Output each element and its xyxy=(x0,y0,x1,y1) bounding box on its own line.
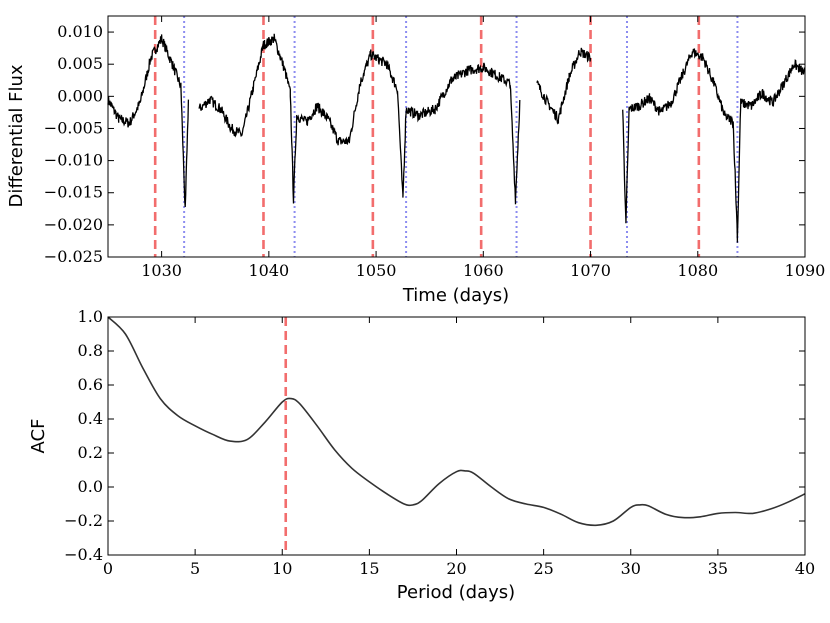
y-tick-label-7: −0.025 xyxy=(44,247,103,266)
x-tick-label-7: 35 xyxy=(708,559,728,578)
x-tick-label-3: 1060 xyxy=(463,261,504,280)
light-curve-reference-lines xyxy=(153,16,739,257)
x-tick-label-2: 1050 xyxy=(356,261,397,280)
light-curve-x-axis-title: Time (days) xyxy=(402,285,509,306)
x-tick-label-8: 40 xyxy=(795,559,815,578)
x-tick-label-0: 0 xyxy=(103,559,113,578)
y-tick-label-5: 0.0 xyxy=(78,477,103,496)
x-tick-label-0: 1030 xyxy=(141,261,182,280)
x-tick-label-1: 5 xyxy=(190,559,200,578)
y-tick-label-3: −0.005 xyxy=(44,118,103,137)
acf-x-axis-title: Period (days) xyxy=(397,582,515,603)
y-tick-label-7: −0.4 xyxy=(64,545,103,564)
y-tick-label-6: −0.2 xyxy=(64,511,103,530)
x-tick-label-4: 20 xyxy=(446,559,466,578)
acf-curve xyxy=(107,316,806,527)
y-tick-label-5: −0.015 xyxy=(44,183,103,202)
light-curve-plot-frame xyxy=(107,15,806,258)
acf-plot-frame xyxy=(107,316,806,556)
y-tick-label-2: 0.6 xyxy=(78,375,103,394)
x-tick-label-6: 30 xyxy=(621,559,641,578)
light-curve-panel: 1030 1040 1050 1060 1070 1080 1090 0.0100.0050… xyxy=(6,15,825,306)
x-tick-label-4: 1070 xyxy=(570,261,611,280)
light-curve-segment-1 xyxy=(198,33,521,205)
light-curve-segment-0 xyxy=(107,34,190,208)
light-curve-segment-3 xyxy=(622,48,806,243)
y-tick-label-0: 1.0 xyxy=(78,307,103,326)
acf-x-ticks: 0 5 10 15 20 25 30 35 40 xyxy=(103,317,815,578)
y-tick-label-4: 0.2 xyxy=(78,443,103,462)
light-curve-series xyxy=(107,33,806,243)
x-tick-label-6: 1090 xyxy=(785,261,826,280)
acf-series xyxy=(107,316,806,527)
light-curve-segment-2 xyxy=(536,47,592,125)
x-tick-label-5: 1080 xyxy=(677,261,718,280)
light-curve-y-ticks: 0.010 0.005 0.000 −0.005 −0.010 −0.015 −0.020 −… xyxy=(44,22,805,266)
y-tick-label-1: 0.8 xyxy=(78,341,103,360)
y-tick-label-2: 0.000 xyxy=(57,86,103,105)
acf-y-axis-title: ACF xyxy=(28,419,49,454)
y-tick-label-3: 0.4 xyxy=(78,409,103,428)
light-curve-y-axis-title: Differential Flux xyxy=(6,64,27,207)
x-tick-label-2: 10 xyxy=(272,559,292,578)
x-tick-label-1: 1040 xyxy=(248,261,289,280)
y-tick-label-6: −0.020 xyxy=(44,215,103,234)
x-tick-label-3: 15 xyxy=(359,559,379,578)
y-tick-label-4: −0.010 xyxy=(44,151,103,170)
light-curve-x-ticks: 1030 1040 1050 1060 1070 1080 1090 xyxy=(141,16,825,280)
x-tick-label-5: 25 xyxy=(533,559,553,578)
acf-panel: 0 5 10 15 20 25 30 35 40 1.0 0.8 0.6 0.4 0.2 0.0 −0.2 −… xyxy=(28,307,815,603)
acf-y-ticks: 1.0 0.8 0.6 0.4 0.2 0.0 −0.2 −0.4 xyxy=(64,307,805,564)
y-tick-label-1: 0.005 xyxy=(57,54,103,73)
y-tick-label-0: 0.010 xyxy=(57,22,103,41)
